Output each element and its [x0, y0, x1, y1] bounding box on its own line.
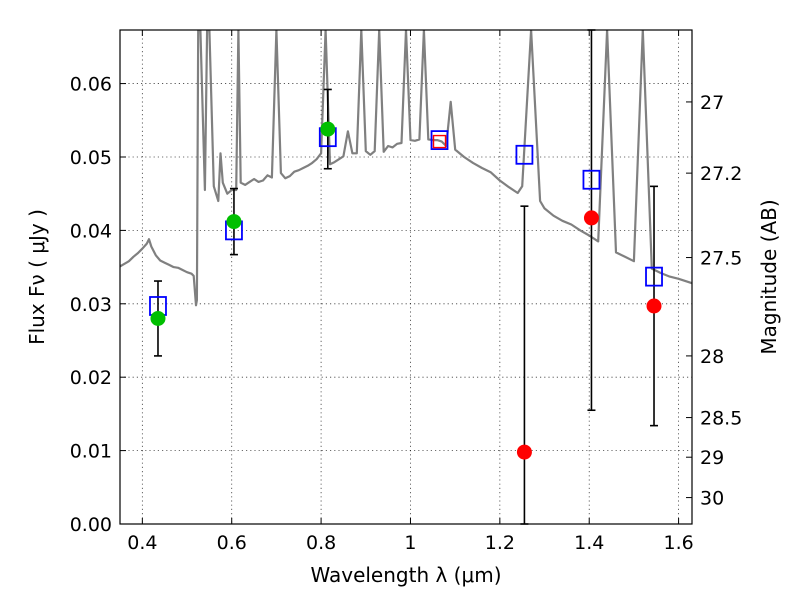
- x-tick-label: 1.4: [574, 532, 604, 554]
- detection-marker: [150, 310, 166, 326]
- right-tick-label: 30: [700, 488, 724, 510]
- x-tick-label: 0.6: [217, 532, 247, 554]
- y-axis-ticks: 0.00 0.01 0.02 0.03 0.04 0.05 0.06: [70, 74, 126, 536]
- y-tick-label: 0.04: [70, 220, 112, 242]
- red-circle-marker: [516, 444, 532, 460]
- right-axis-ticks: 27 27.2 27.5 28 28.5 29 30: [686, 92, 742, 510]
- detection-marker: [226, 214, 242, 230]
- right-tick-label: 29: [700, 447, 724, 469]
- plot-frame: [119, 29, 693, 525]
- right-axis-label: Magnitude (AB): [757, 199, 781, 354]
- right-tick-label: 28: [700, 346, 724, 368]
- sed-model-line: [120, 30, 692, 307]
- x-tick-label: 1.6: [663, 532, 693, 554]
- y-tick-label: 0.05: [70, 147, 112, 169]
- model-square-marker: [645, 266, 663, 287]
- x-tick-label: 1.2: [485, 532, 515, 554]
- x-axis-ticks: 0.4 0.6 0.8 1 1.2 1.4 1.6: [127, 30, 694, 554]
- red-circle-marker: [583, 210, 599, 226]
- x-tick-label: 0.4: [127, 532, 157, 554]
- y-tick-label: 0.00: [70, 514, 112, 536]
- right-tick-label: 27.5: [700, 248, 742, 270]
- red-square-marker: [432, 134, 447, 149]
- y-tick-label: 0.03: [70, 294, 112, 316]
- model-square-marker: [582, 169, 601, 190]
- y-tick-label: 0.01: [70, 441, 112, 463]
- error-bars: [153, 29, 659, 525]
- sed-model-curve: [120, 30, 692, 307]
- red-circle-marker: [646, 298, 662, 314]
- right-tick-label: 27: [700, 92, 724, 114]
- x-tick-label: 0.8: [306, 532, 336, 554]
- data-markers: [149, 121, 663, 460]
- model-square-marker: [515, 144, 534, 165]
- x-tick-label: 1: [404, 532, 416, 554]
- detection-marker: [320, 121, 336, 137]
- y-axis-label: Flux Fν ( μJy ): [25, 209, 49, 345]
- grid-lines: [120, 30, 692, 524]
- y-tick-label: 0.02: [70, 367, 112, 389]
- right-tick-label: 28.5: [700, 408, 742, 430]
- y-tick-label: 0.06: [70, 74, 112, 96]
- x-axis-label: Wavelength λ (μm): [310, 563, 501, 587]
- right-tick-label: 27.2: [700, 163, 742, 185]
- model-square-marker: [430, 130, 449, 151]
